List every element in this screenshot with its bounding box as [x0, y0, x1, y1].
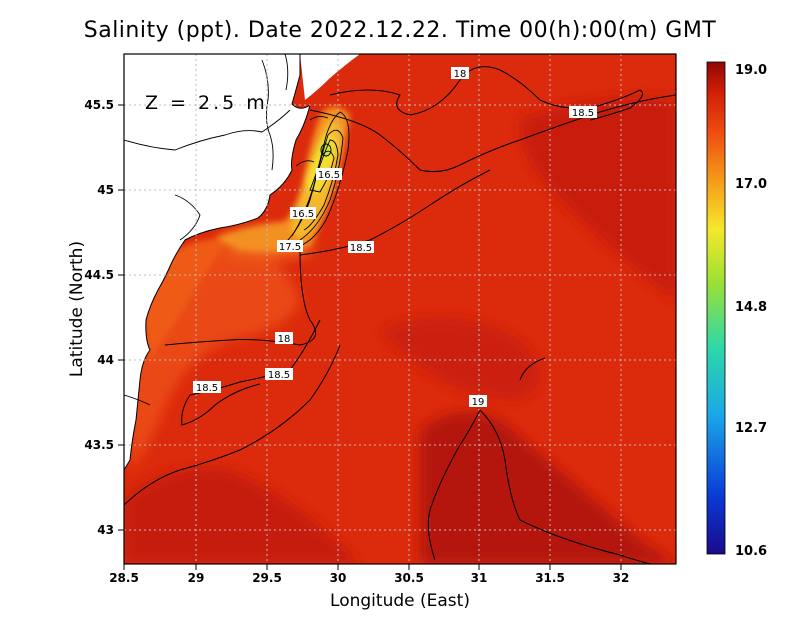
- colorbar-label: 17.0: [735, 177, 767, 192]
- depth-label: Z = 2.5 m: [145, 92, 268, 114]
- colorbar-label: 10.6: [735, 544, 767, 559]
- contour-label: 17.5: [279, 242, 301, 253]
- x-tick-label: 31: [471, 571, 488, 585]
- y-tick-label: 43.5: [84, 438, 114, 452]
- x-tick-label: 31.5: [535, 571, 565, 585]
- grid-lines: [124, 54, 676, 564]
- x-tick-label: 29.5: [252, 571, 282, 585]
- map-title: Salinity (ppt). Date 2022.12.22. Time 00…: [83, 18, 717, 43]
- colorbar-label: 12.7: [735, 421, 767, 436]
- contour-label: 18.5: [268, 370, 290, 381]
- contour-label: 16.5: [318, 170, 340, 181]
- y-tick-label: 44.5: [84, 268, 114, 282]
- x-tick-label: 30.5: [394, 571, 424, 585]
- contour-label: 18.5: [196, 383, 218, 394]
- contour-label: 16.5: [292, 209, 314, 220]
- land-area: [124, 54, 310, 470]
- contour-label: 18.5: [350, 243, 372, 254]
- colorbar: [706, 61, 726, 555]
- contour-label: 18.5: [572, 108, 594, 119]
- coastline: [124, 54, 311, 471]
- contour-label: 19: [472, 397, 485, 408]
- x-tick-label: 30: [330, 571, 347, 585]
- x-tick-labels: 28.5 29 29.5 30 30.5 31 31.5 32: [109, 571, 629, 585]
- x-tick-label: 32: [613, 571, 630, 585]
- x-axis-title: Longitude (East): [330, 591, 470, 611]
- plot-frame: [123, 53, 677, 565]
- colorbar-label: 19.0: [735, 63, 767, 78]
- colorbar-label: 14.8: [735, 300, 767, 315]
- y-axis-title: Latitude (North): [67, 241, 87, 377]
- y-tick-labels: 45.5 45 44.5 44 43.5 43: [84, 98, 114, 537]
- contour-labels: 18 18.5 16.5 16.5 17.5 18.5 18 18.5 18.5…: [193, 67, 597, 408]
- y-tick-label: 44: [97, 353, 114, 367]
- y-tick-label: 45.5: [84, 98, 114, 112]
- x-tick-label: 28.5: [109, 571, 139, 585]
- contour-label: 18: [278, 334, 291, 345]
- x-tick-label: 29: [188, 571, 205, 585]
- colorbar-labels: 19.0 17.0 14.8 12.7 10.6: [735, 63, 767, 559]
- y-tick-label: 45: [97, 183, 114, 197]
- y-tick-label: 43: [97, 523, 114, 537]
- contour-label: 18: [454, 69, 467, 80]
